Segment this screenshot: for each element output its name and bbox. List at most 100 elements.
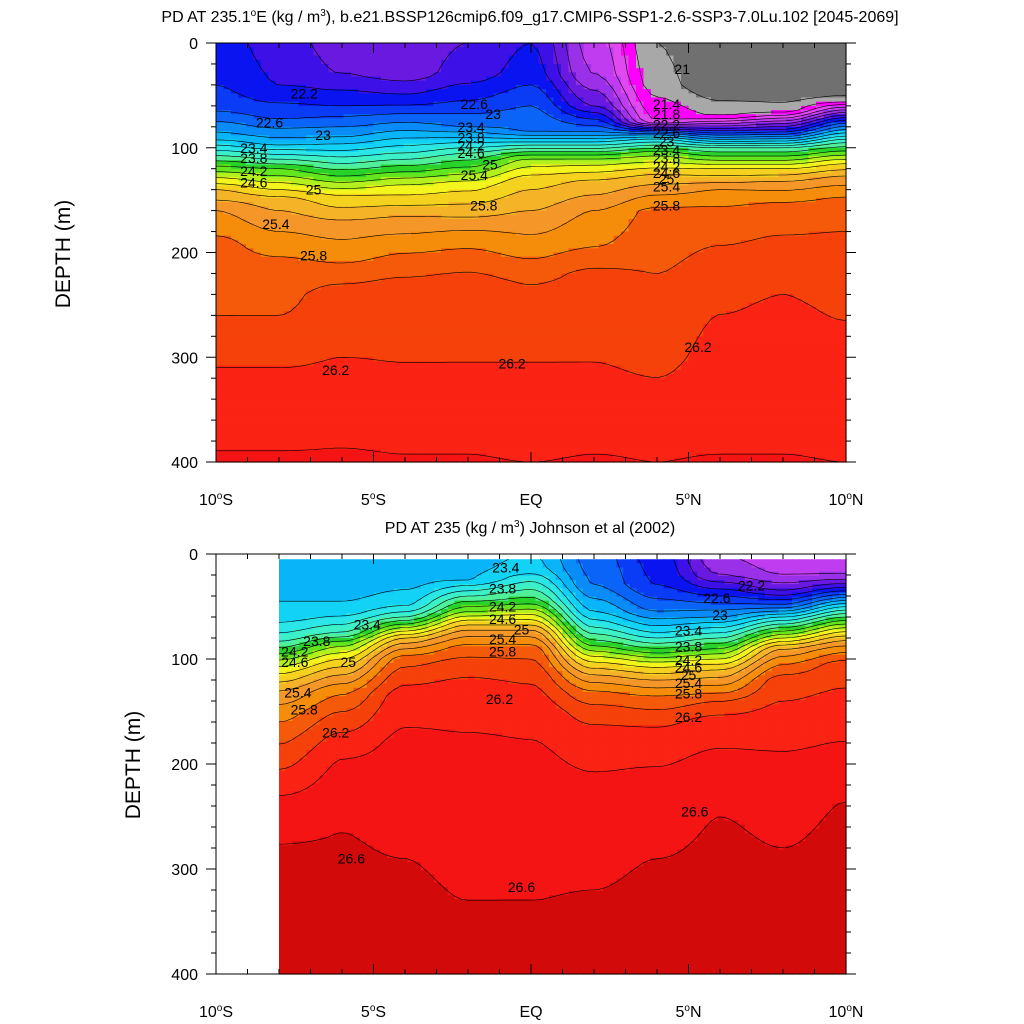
contour-fill-cell <box>216 273 225 279</box>
contour-fill-cell <box>538 122 547 128</box>
contour-fill-cell <box>486 436 495 442</box>
contour-fill-cell <box>366 348 375 354</box>
contour-fill-cell <box>576 181 585 187</box>
contour-fill-cell <box>238 357 247 363</box>
contour-fill-cell <box>216 353 225 358</box>
contour-fill-cell <box>448 80 457 86</box>
contour-fill-cell <box>538 189 547 195</box>
contour-fill-cell <box>478 399 487 404</box>
contour-fill-cell <box>568 185 577 191</box>
contour-fill-cell <box>561 323 570 329</box>
contour-fill-cell <box>501 147 510 153</box>
contour-fill-cell <box>328 130 337 136</box>
contour-fill-cell <box>268 449 277 455</box>
contour-fill-cell <box>531 193 540 199</box>
contour-fill-cell <box>268 369 277 375</box>
contour-fill-cell <box>463 122 472 128</box>
contour-fill-cell <box>568 55 577 61</box>
contour-fill-cell <box>516 172 525 178</box>
contour-fill-cell <box>336 369 345 375</box>
contour-fill-cell <box>538 235 547 241</box>
contour-fill-cell <box>516 80 525 86</box>
contour-fill-cell <box>343 386 352 392</box>
contour-fill-cell <box>426 382 435 388</box>
contour-fill-cell <box>283 394 292 400</box>
contour-fill-cell <box>441 340 450 346</box>
contour-fill-cell <box>328 306 337 312</box>
contour-fill-cell <box>546 193 555 199</box>
contour-fill-cell <box>328 361 337 367</box>
contour-fill-cell <box>261 164 270 170</box>
contour-fill-cell <box>321 193 330 199</box>
contour-fill-cell <box>418 72 427 78</box>
contour-fill-cell <box>231 323 240 329</box>
contour-fill-cell <box>358 177 367 182</box>
contour-fill-cell <box>553 68 562 73</box>
contour-fill-cell <box>231 411 240 417</box>
contour-fill-cell <box>418 51 427 57</box>
contour-fill-cell <box>223 214 232 220</box>
contour-fill-cell <box>298 399 307 404</box>
contour-fill-cell <box>471 265 480 270</box>
contour-fill-cell <box>478 407 487 413</box>
contour-fill-cell <box>456 76 465 82</box>
contour-fill-cell <box>531 63 540 69</box>
contour-fill-cell <box>291 72 300 78</box>
contour-fill-cell <box>298 315 307 321</box>
contour-fill-cell <box>261 168 270 174</box>
contour-fill-cell <box>493 344 502 350</box>
contour-fill-cell <box>306 218 315 224</box>
contour-fill-cell <box>306 420 315 425</box>
contour-fill-cell <box>358 340 367 346</box>
contour-fill-cell <box>508 256 517 262</box>
contour-fill-cell <box>463 193 472 199</box>
contour-fill-cell <box>216 160 225 166</box>
contour-fill-cell <box>538 156 547 161</box>
contour-fill-cell <box>478 193 487 199</box>
contour-fill-cell <box>546 164 555 170</box>
contour-fill-cell <box>501 369 510 375</box>
contour-fill-cell <box>351 353 360 358</box>
contour-fill-cell <box>478 143 487 149</box>
contour-fill-cell <box>366 84 375 90</box>
contour-fill-cell <box>388 361 397 367</box>
contour-fill-cell <box>223 143 232 149</box>
contour-fill-cell <box>576 294 585 300</box>
contour-fill-cell <box>388 218 397 224</box>
contour-fill-cell <box>388 223 397 228</box>
contour-fill-cell <box>456 340 465 346</box>
contour-fill-cell <box>253 390 262 396</box>
contour-fill-cell <box>426 311 435 316</box>
contour-fill-cell <box>381 223 390 228</box>
contour-fill-cell <box>411 147 420 153</box>
contour-fill-cell <box>223 415 232 421</box>
contour-fill-cell <box>343 227 352 233</box>
contour-fill-cell <box>546 89 555 94</box>
contour-fill-cell <box>223 449 232 455</box>
contour-fill-cell <box>411 172 420 178</box>
contour-fill-cell <box>306 369 315 375</box>
contour-fill-cell <box>418 290 427 295</box>
contour-fill-cell <box>538 126 547 132</box>
contour-fill-cell <box>426 407 435 413</box>
contour-fill-cell <box>231 428 240 434</box>
contour-fill-cell <box>396 390 405 396</box>
contour-fill-cell <box>321 311 330 316</box>
contour-fill-cell <box>576 114 585 120</box>
contour-fill-cell <box>486 336 495 342</box>
contour-fill-cell <box>381 407 390 413</box>
contour-fill-cell <box>411 248 420 254</box>
contour-fill-cell <box>328 214 337 220</box>
contour-fill-cell <box>403 177 412 182</box>
contour-fill-cell <box>313 248 322 254</box>
contour-fill-cell <box>433 453 442 459</box>
contour-fill-cell <box>291 164 300 170</box>
contour-fill-cell <box>448 378 457 383</box>
contour-fill-cell <box>403 101 412 107</box>
contour-fill-cell <box>328 378 337 383</box>
contour-fill-cell <box>223 353 232 358</box>
contour-fill-cell <box>306 202 315 208</box>
contour-fill-cell <box>396 93 405 99</box>
contour-fill-cell <box>231 378 240 383</box>
contour-fill-cell <box>448 164 457 170</box>
